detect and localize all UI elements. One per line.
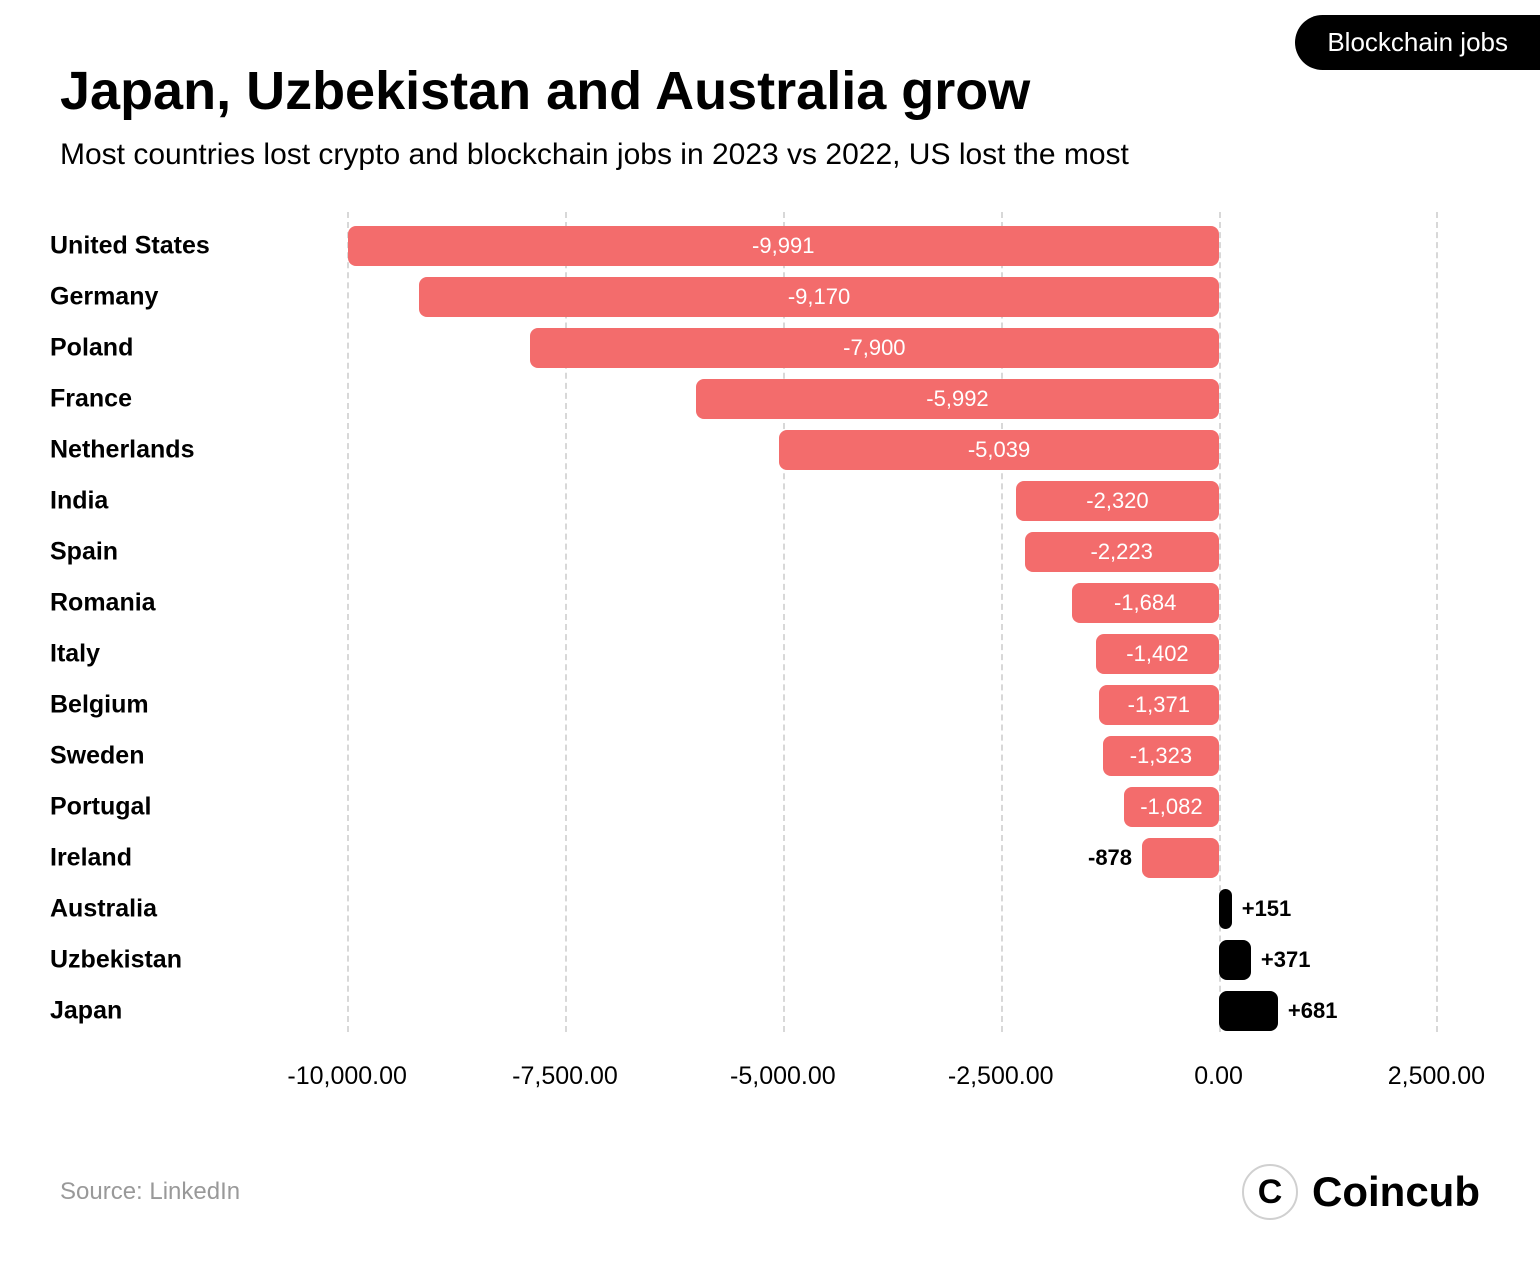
bar-value: -5,039 [968,437,1030,463]
bar-negative: -5,039 [779,430,1218,470]
bar-negative: -1,371 [1099,685,1218,725]
brand: C Coincub [1242,1164,1480,1220]
chart-row: Poland-7,900 [260,324,1480,372]
x-tick-label: -7,500.00 [512,1062,618,1091]
chart-row: India-2,320 [260,477,1480,525]
category-badge: Blockchain jobs [1295,15,1540,70]
chart-row: Uzbekistan+371 [260,936,1480,984]
bar-value: -9,170 [788,284,850,310]
x-tick-label: -2,500.00 [948,1062,1054,1091]
chart-row: Australia+151 [260,885,1480,933]
bar-value: -2,320 [1086,488,1148,514]
chart-row: Netherlands-5,039 [260,426,1480,474]
bar-positive: +371 [1219,940,1251,980]
bar-value: +151 [1242,896,1292,922]
chart-rows: United States-9,991Germany-9,170Poland-7… [260,212,1480,1035]
chart-row: Italy-1,402 [260,630,1480,678]
bar-value: -1,082 [1140,794,1202,820]
bar-negative: -7,900 [530,328,1218,368]
chart-row: Portugal-1,082 [260,783,1480,831]
chart-row: France-5,992 [260,375,1480,423]
country-label: Germany [50,283,250,312]
bar-negative: -2,320 [1016,481,1218,521]
country-label: Spain [50,538,250,567]
country-label: Australia [50,895,250,924]
bar-positive: +151 [1219,889,1232,929]
chart-row: Romania-1,684 [260,579,1480,627]
country-label: Belgium [50,691,250,720]
chart-title: Japan, Uzbekistan and Australia grow [60,60,1480,122]
chart-row: Germany-9,170 [260,273,1480,321]
x-tick-label: 2,500.00 [1388,1062,1485,1091]
country-label: Poland [50,334,250,363]
chart-row: Japan+681 [260,987,1480,1035]
bar-value: -7,900 [843,335,905,361]
bar-negative: -1,082 [1124,787,1218,827]
brand-icon: C [1242,1164,1298,1220]
bar-value: +371 [1261,947,1311,973]
bar-negative: -9,991 [348,226,1219,266]
country-label: Japan [50,997,250,1026]
x-tick-label: 0.00 [1194,1062,1243,1091]
country-label: Italy [50,640,250,669]
bar-negative: -9,170 [419,277,1218,317]
chart-footer: Source: LinkedIn C Coincub [60,1164,1480,1220]
chart-area: United States-9,991Germany-9,170Poland-7… [260,212,1480,1092]
bar-negative: -2,223 [1025,532,1219,572]
chart-plot: United States-9,991Germany-9,170Poland-7… [260,212,1480,1032]
bar-value: -2,223 [1091,539,1153,565]
bar-value: -9,991 [752,233,814,259]
x-tick-label: -5,000.00 [730,1062,836,1091]
country-label: India [50,487,250,516]
bar-value: -1,323 [1130,743,1192,769]
x-tick-label: -10,000.00 [287,1062,407,1091]
chart-row: Belgium-1,371 [260,681,1480,729]
bar-value: +681 [1288,998,1338,1024]
country-label: Uzbekistan [50,946,250,975]
chart-subtitle: Most countries lost crypto and blockchai… [60,138,1480,172]
source-text: Source: LinkedIn [60,1178,240,1206]
bar-negative: -878 [1142,838,1219,878]
bar-value: -1,402 [1126,641,1188,667]
bar-negative: -1,323 [1103,736,1218,776]
country-label: Portugal [50,793,250,822]
bar-negative: -1,402 [1096,634,1218,674]
country-label: Ireland [50,844,250,873]
country-label: Romania [50,589,250,618]
country-label: Netherlands [50,436,250,465]
bar-negative: -5,992 [696,379,1218,419]
bar-negative: -1,684 [1072,583,1219,623]
bar-value: -878 [1088,845,1132,871]
chart-row: Sweden-1,323 [260,732,1480,780]
brand-name: Coincub [1312,1168,1480,1216]
chart-row: United States-9,991 [260,222,1480,270]
bar-value: -1,371 [1128,692,1190,718]
bar-value: -1,684 [1114,590,1176,616]
bar-positive: +681 [1219,991,1278,1031]
country-label: United States [50,232,250,261]
chart-row: Ireland-878 [260,834,1480,882]
bar-value: -5,992 [926,386,988,412]
country-label: France [50,385,250,414]
x-axis: -10,000.00 -7,500.00 -5,000.00 -2,500.00 0.0… [260,1042,1480,1102]
chart-row: Spain-2,223 [260,528,1480,576]
country-label: Sweden [50,742,250,771]
